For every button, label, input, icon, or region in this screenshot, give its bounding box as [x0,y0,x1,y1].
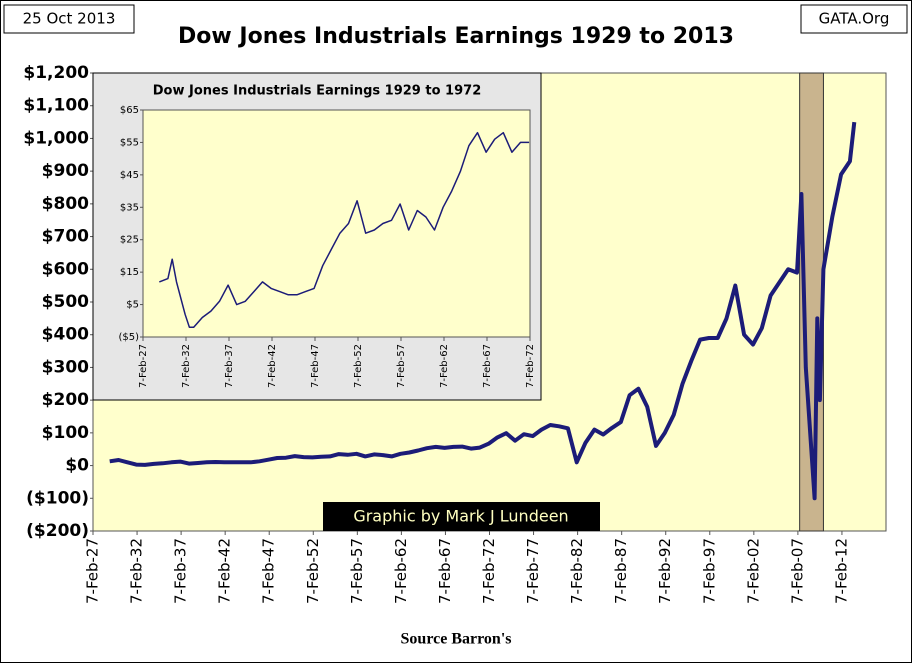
y-tick-label: $15 [120,267,139,278]
x-tick-label: 7-Feb-62 [392,538,410,604]
x-axis-label: Source Barron's [401,631,512,648]
y-tick-label: $1,000 [23,128,89,148]
y-tick-label: $45 [120,170,139,181]
y-tick-label: $600 [42,259,89,279]
x-tick-label: 7-Feb-42 [216,538,234,604]
x-tick-label: 7-Feb-12 [832,538,850,604]
date-box [3,4,135,34]
x-tick-label: 7-Feb-52 [304,538,322,604]
x-tick-label: 7-Feb-27 [84,538,102,604]
y-tick-label: $1,200 [23,63,89,83]
x-tick-label: 7-Feb-07 [788,538,806,604]
y-tick-label: ($5) [118,332,139,343]
credit: Graphic by Mark J Lundeen [353,507,568,526]
inset-title: Dow Jones Industrials Earnings 1929 to 1… [153,84,482,99]
data-line [159,131,530,329]
source-site: GATA.Org [819,10,890,28]
x-tick-label: 7-Feb-32 [181,344,192,388]
x-tick-label: 7-Feb-27 [138,344,149,388]
x-tick-label: 7-Feb-97 [700,538,718,604]
x-tick-label: 7-Feb-37 [224,344,235,388]
y-tick-label: $55 [120,137,139,148]
y-tick-label: $400 [42,325,89,345]
y-tick-label: $100 [42,423,89,443]
x-tick-label: 7-Feb-72 [480,538,498,604]
y-tick-label: $200 [42,390,89,410]
x-tick-label: 7-Feb-77 [524,538,542,604]
y-tick-label: $300 [42,357,89,377]
chart-title: Dow Jones Industrials Earnings 1929 to 2… [178,24,734,49]
x-tick-label: 7-Feb-87 [612,538,630,604]
main-chart: ($200) ($100) $0 $100 $200 $300 $400 $500 $600 $7… [23,63,857,604]
y-tick-label: ($100) [26,488,89,508]
x-tick-label: 7-Feb-57 [396,344,407,388]
y-tick-label: $1,100 [23,96,89,116]
x-tick-label: 7-Feb-37 [172,538,190,604]
y-tick-label: $500 [42,292,89,312]
y-tick-label: $5 [126,300,139,311]
inset-chart: ($5) $5 $15 $25 $35 $45 $55 $65 7-Feb-27 7-Feb-32… [118,105,536,388]
x-tick-label: 7-Feb-82 [568,538,586,604]
y-tick-label: $0 [65,456,89,476]
source-box [800,4,908,34]
credit-box [323,502,600,531]
y-tick-label: ($200) [26,521,89,541]
y-tick-label: $65 [120,105,139,116]
x-tick-label: 7-Feb-72 [525,344,536,388]
x-tick-label: 7-Feb-92 [656,538,674,604]
x-tick-label: 7-Feb-32 [128,538,146,604]
x-tick-label: 7-Feb-67 [482,344,493,388]
date: 25 Oct 2013 [23,10,116,28]
x-tick-label: 7-Feb-57 [348,538,366,604]
inset-plot-area [142,109,531,338]
x-tick-label: 7-Feb-47 [260,538,278,604]
x-tick-label: 7-Feb-67 [436,538,454,604]
x-tick-label: 7-Feb-02 [744,538,762,604]
y-tick-label: $700 [42,227,89,247]
y-tick-label: $900 [42,161,89,181]
y-tick-label: $25 [120,235,139,246]
x-tick-label: 7-Feb-52 [353,344,364,388]
data-line [109,121,857,501]
y-tick-label: $800 [42,194,89,214]
x-tick-label: 7-Feb-62 [439,344,450,388]
y-tick-label: $35 [120,202,139,213]
x-tick-label: 7-Feb-47 [310,344,321,388]
x-tick-label: 7-Feb-42 [267,344,278,388]
